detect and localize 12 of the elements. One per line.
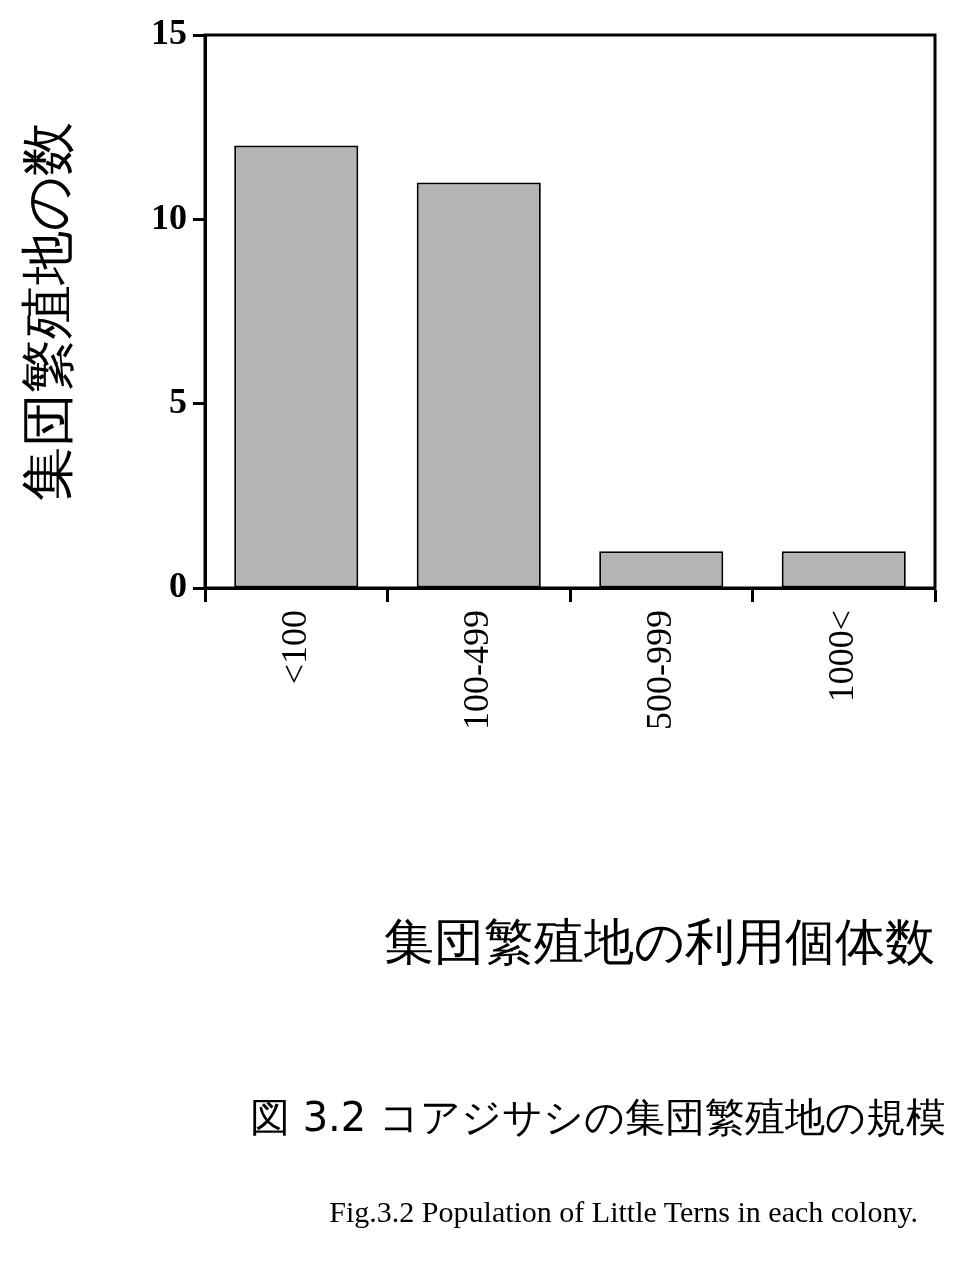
y-axis-title: 集団繁殖地の数: [16, 122, 80, 501]
text: 図 3.2 コアジサシの集団繁殖地の規模: [248, 1093, 946, 1142]
caption: Fig.3.2 Population of Little Terns in each colony.: [328, 1195, 918, 1229]
x-axis-title: 集団繁殖地の利用個体数: [384, 912, 935, 971]
y-tick-label: 0: [169, 565, 187, 606]
x-tick-label: 100-499: [456, 610, 497, 730]
y-tick-label: 15: [151, 12, 187, 53]
x-tick-label: <100: [273, 610, 314, 685]
x-tick-label: 500-999: [638, 610, 679, 730]
y-tick-label: 5: [169, 380, 187, 421]
x-tick-label: 1000<: [821, 610, 862, 703]
y-tick-label: 10: [151, 196, 187, 237]
